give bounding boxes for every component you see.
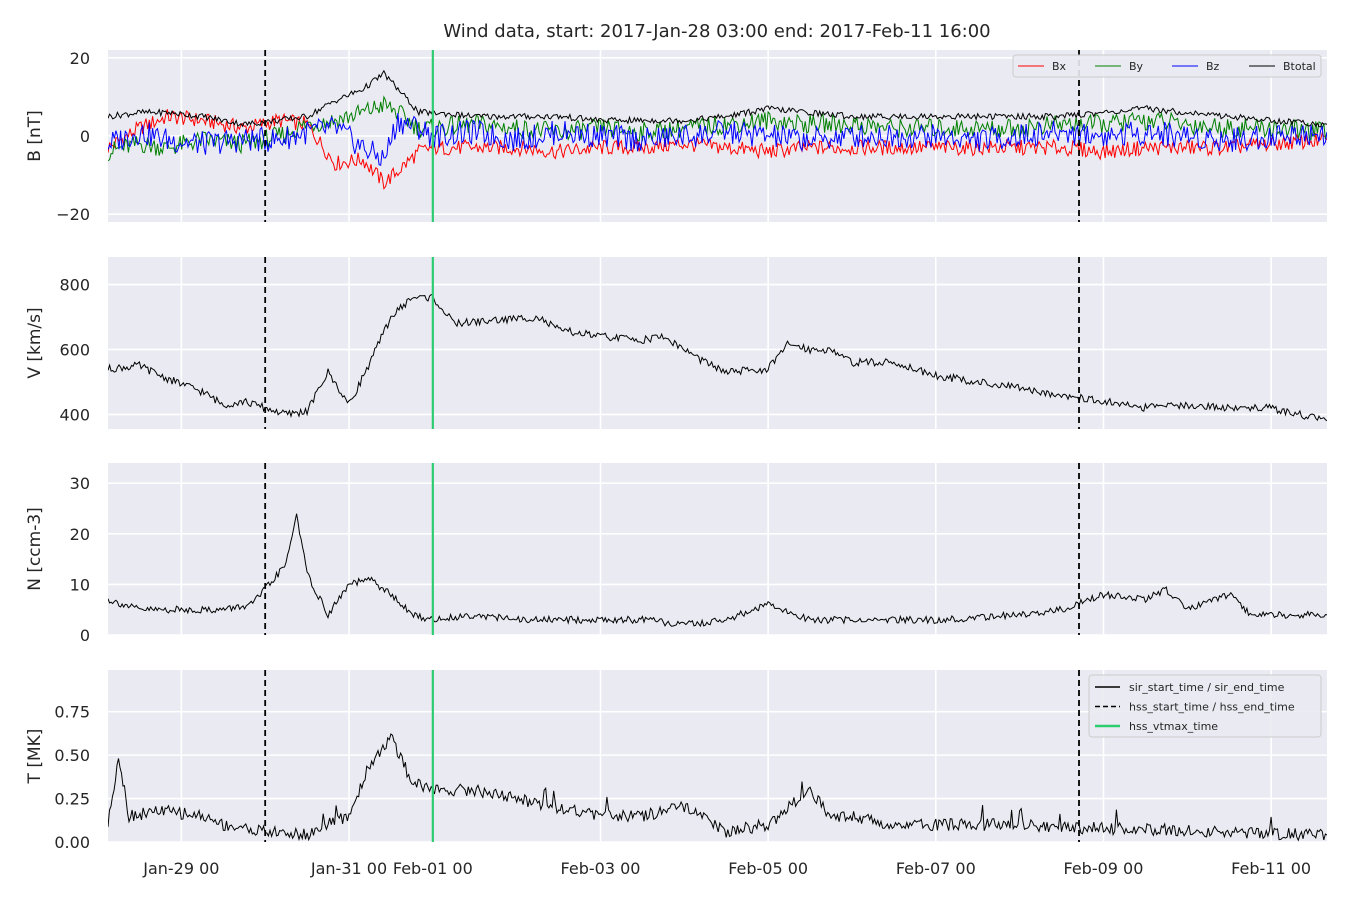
panel-n-y-axis-label: N [ccm-3] [25,507,45,591]
t-legend-label: hss_start_time / hss_end_time [1129,701,1295,714]
series-line-btotal [108,69,1327,128]
panel-b-y-axis-label: B [nT] [25,110,45,162]
x-tick-label: Feb-09 00 [1064,859,1144,878]
panel-n: 30 20 10 0 N [ccm-3] [25,463,1327,645]
x-tick-label: Feb-03 00 [561,859,641,878]
panel-t-y-axis-label: T [MK] [25,729,45,785]
panel-n-y-tick-label: 20 [70,525,90,544]
panel-t-y-tick-label: 0.50 [54,746,90,765]
x-tick-label: Jan-31 00 [310,859,387,878]
series-line-t [108,733,1327,842]
panel-n-y-tick-label: 30 [70,474,90,493]
panel-v-background [108,257,1327,429]
panel-b-y-tick-label: 20 [70,49,90,68]
x-tick-label: Feb-01 00 [393,859,473,878]
x-tick-label: Feb-07 00 [896,859,976,878]
panel-n-background [108,463,1327,635]
panel-t-y-tick-label: 0.75 [54,703,90,722]
figure-title: Wind data, start: 2017-Jan-28 03:00 end:… [443,21,990,42]
panel-b-y-tick-label: 0 [80,127,90,146]
b-legend-label-bz: Bz [1206,60,1220,73]
t-legend-label: sir_start_time / sir_end_time [1129,681,1285,694]
x-tick-label: Feb-11 00 [1231,859,1311,878]
t-legend: sir_start_time / sir_end_time hss_start_t… [1088,674,1322,738]
panel-t: 0.75 0.50 0.25 0.00 T [MK] Jan-29 00 Jan-31 00… [25,670,1327,878]
b-legend-box [1012,54,1322,78]
series-line-bx [108,109,1327,190]
b-legend-label-bx: Bx [1052,60,1067,73]
panel-v: 800 600 400 V [km/s] [25,257,1327,429]
series-line-n [108,513,1327,628]
x-tick-label: Feb-05 00 [728,859,808,878]
panel-v-y-tick-label: 800 [59,276,90,295]
series-line-v [108,294,1327,422]
panel-b: 20 0 −20 B [nT] Bx By Bz Btotal [25,49,1327,224]
x-tick-label: Jan-29 00 [142,859,219,878]
panel-t-y-tick-label: 0.00 [54,833,90,852]
t-legend-box [1088,674,1322,738]
series-line-bz [108,113,1327,166]
t-legend-label: hss_vtmax_time [1129,720,1218,733]
panel-n-y-tick-label: 0 [80,626,90,645]
b-legend-label-btotal: Btotal [1283,60,1316,73]
panel-t-y-tick-label: 0.25 [54,790,90,809]
panel-v-y-tick-label: 600 [59,340,90,359]
panel-v-y-axis-label: V [km/s] [25,307,45,378]
b-legend: Bx By Bz Btotal [1012,54,1322,78]
panel-v-y-tick-label: 400 [59,405,90,424]
b-legend-label-by: By [1129,60,1144,73]
series-line-by [108,95,1327,162]
panel-n-y-tick-label: 10 [70,575,90,594]
panel-b-y-tick-label: −20 [56,205,90,224]
